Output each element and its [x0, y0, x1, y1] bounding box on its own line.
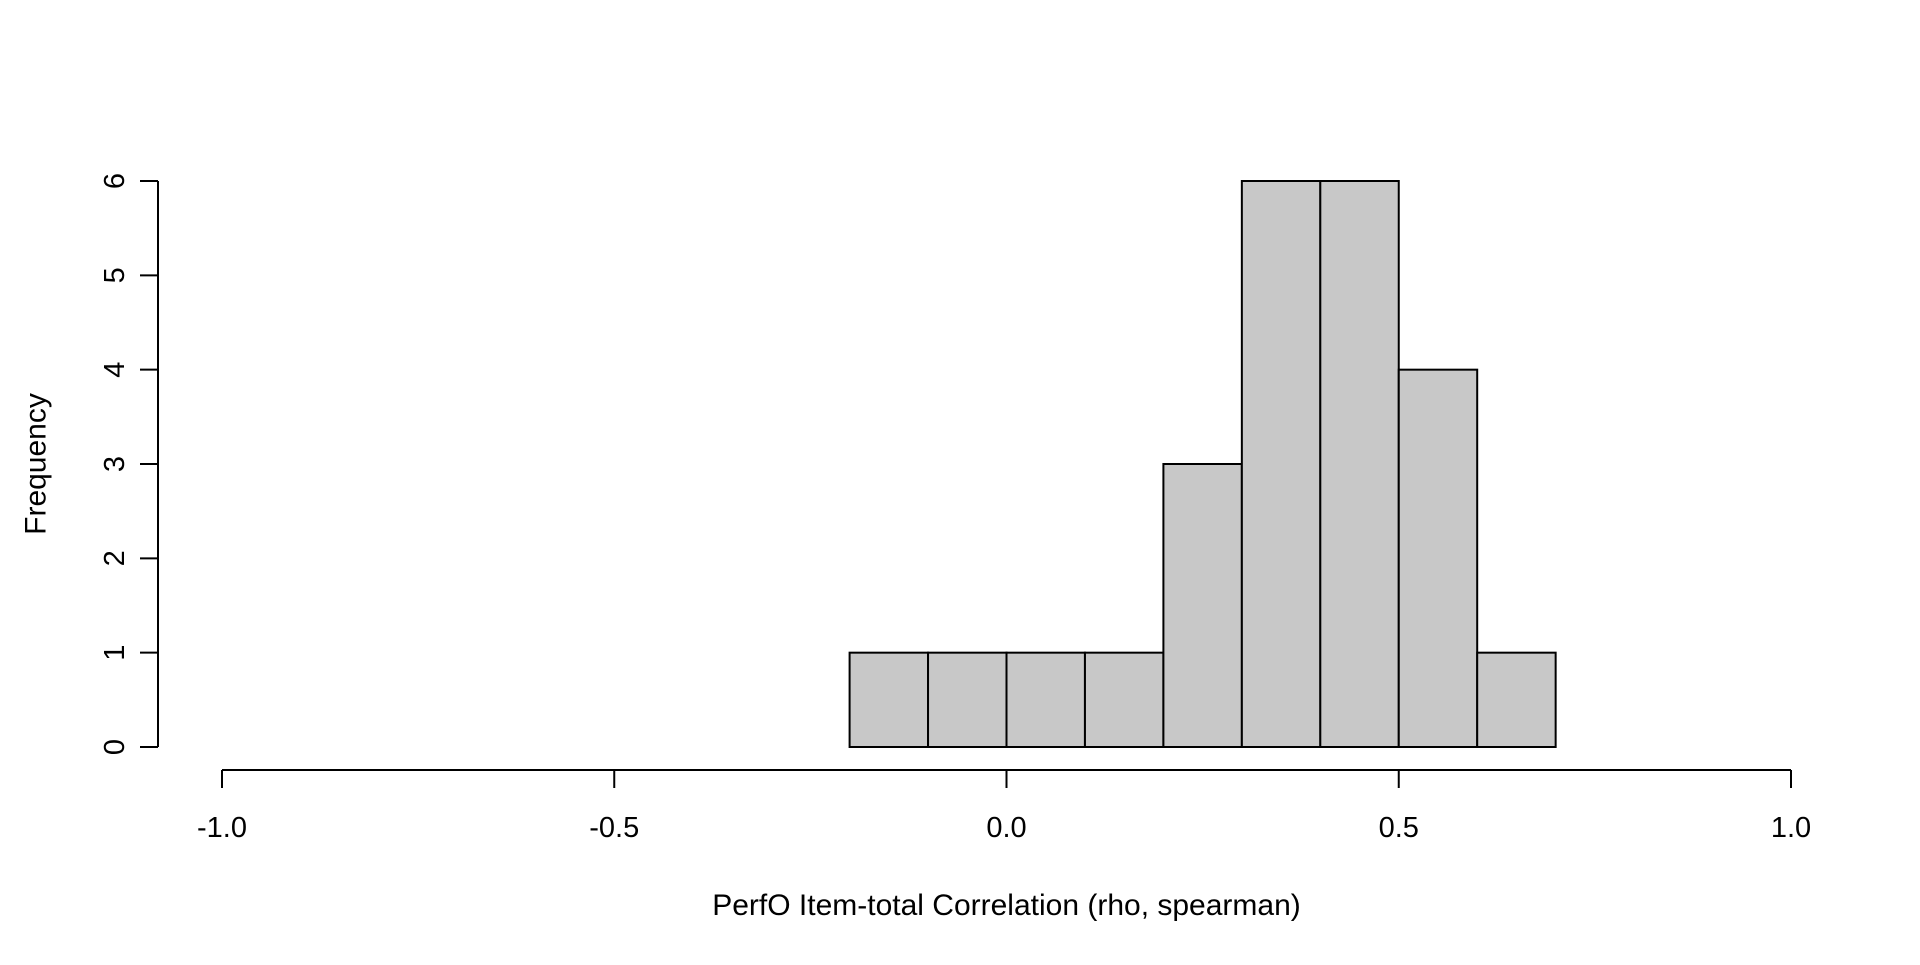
y-tick-label: 0 — [99, 739, 131, 755]
histogram-bar-9 — [1476, 651, 1557, 749]
x-tick-label: 1.0 — [1771, 812, 1811, 844]
histogram-bar-3 — [1005, 651, 1086, 749]
histogram-bar-2 — [927, 651, 1008, 749]
x-tick-label: -0.5 — [589, 812, 639, 844]
histogram-bar-5 — [1162, 463, 1243, 748]
histogram-bar-1 — [848, 651, 930, 749]
y-tick-label: 5 — [99, 267, 131, 283]
y-tick-label: 1 — [99, 645, 131, 661]
y-tick-label: 3 — [99, 456, 131, 472]
y-tick-label: 2 — [99, 550, 131, 566]
x-tick-label: 0.0 — [986, 812, 1026, 844]
y-axis-title: Frequency — [20, 393, 53, 535]
histogram-bar-8 — [1397, 368, 1479, 748]
x-axis: -1.0 -0.5 0.0 0.5 1.0 — [197, 769, 1811, 844]
x-tick-label: 0.5 — [1379, 812, 1419, 844]
y-tick-label: 4 — [99, 362, 131, 378]
histogram-bar-4 — [1083, 651, 1165, 749]
x-axis-title: PerfO Item-total Correlation (rho, spear… — [712, 889, 1301, 922]
histogram-bar-7 — [1319, 180, 1400, 748]
histogram-bars — [848, 180, 1557, 749]
histogram-bar-6 — [1240, 180, 1322, 748]
y-axis: 0 1 2 3 4 5 6 — [99, 173, 159, 755]
x-tick-label: -1.0 — [197, 812, 247, 844]
y-tick-label: 6 — [99, 173, 131, 189]
